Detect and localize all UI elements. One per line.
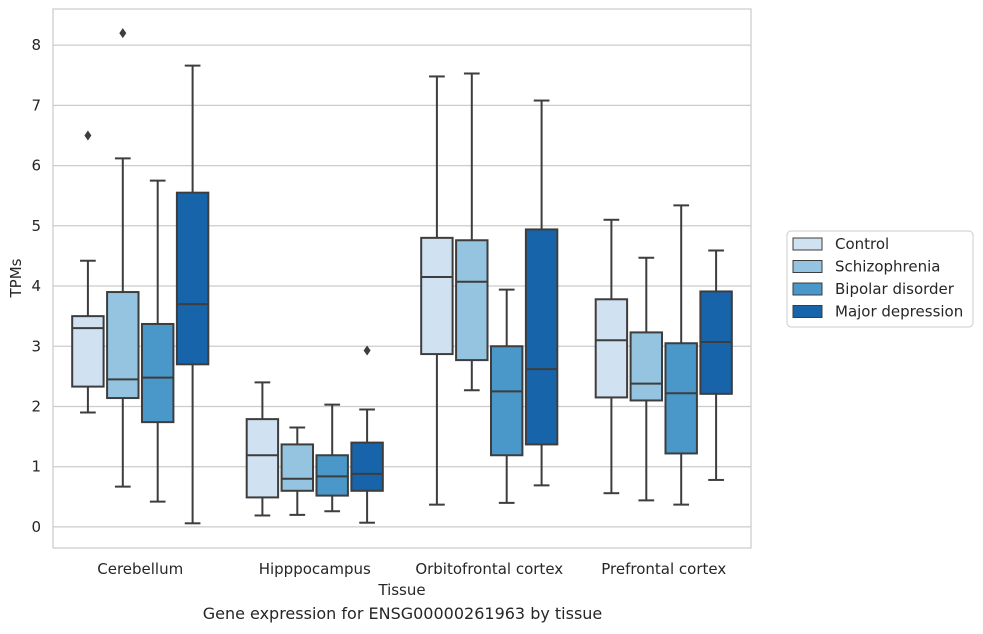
box-plot	[280, 426, 315, 516]
box-iqr	[280, 443, 315, 492]
box-plot	[699, 249, 733, 481]
x-tick-label: Prefrontal cortex	[601, 560, 726, 578]
legend-label: Control	[835, 235, 889, 253]
box-plot	[71, 130, 105, 414]
y-tick-label: 4	[31, 277, 41, 295]
legend-swatch	[792, 305, 823, 318]
x-tick-label: Cerebellum	[97, 560, 183, 578]
box-iqr	[106, 291, 140, 400]
box-plot	[594, 218, 629, 495]
y-tick-labels: 0 1 2 3 4 5 6 7 8	[31, 36, 41, 536]
y-tick-label: 1	[31, 458, 41, 476]
legend-frame	[786, 230, 974, 328]
x-tick-labels: Cerebellum Hipppocampus Orbitofrontal cort…	[97, 560, 726, 578]
y-tick-label: 3	[31, 337, 41, 355]
outlier-point	[84, 130, 92, 141]
box-iqr	[350, 441, 384, 492]
legend-label: Bipolar disorder	[835, 280, 955, 298]
box-plot	[315, 403, 349, 513]
outlier-point	[119, 28, 127, 39]
legend-item: Bipolar disorder	[792, 280, 955, 298]
box-plot	[175, 64, 210, 525]
box-iqr	[524, 228, 559, 446]
box-iqr	[629, 331, 664, 402]
plot-area-background	[53, 9, 751, 548]
plot-frame	[52, 8, 752, 549]
box-iqr	[594, 298, 629, 399]
box-plot	[106, 28, 140, 488]
category-group	[71, 28, 210, 525]
legend: Control Schizophrenia Bipolar disorder Majo…	[786, 230, 974, 328]
box-iqr	[140, 322, 175, 424]
box-iqr	[489, 345, 524, 457]
legend-item: Control	[792, 235, 889, 253]
box-plot	[140, 179, 175, 503]
chart-caption: Gene expression for ENSG00000261963 by t…	[202, 604, 603, 623]
category-group	[420, 72, 559, 506]
box-plot	[455, 72, 489, 392]
legend-label: Schizophrenia	[835, 258, 940, 276]
box-iqr	[245, 418, 280, 499]
y-tick-label: 8	[31, 36, 41, 54]
y-tick-label: 2	[31, 397, 41, 415]
box-plot	[420, 75, 454, 506]
outlier-point	[363, 345, 371, 356]
x-tick-label: Hipppocampus	[259, 560, 371, 578]
category-group	[245, 345, 384, 524]
y-tick-label: 0	[31, 518, 41, 536]
y-tick-label: 5	[31, 217, 41, 235]
box-plot	[524, 99, 559, 487]
legend-swatch	[792, 237, 823, 251]
x-tick-label: Orbitofrontal cortex	[415, 560, 563, 578]
box-iqr	[664, 342, 698, 455]
box-iqr	[420, 236, 454, 356]
legend-swatch	[792, 282, 823, 296]
box-plot	[350, 345, 384, 524]
box-plot	[489, 288, 524, 504]
legend-item: Major depression	[792, 303, 963, 321]
box-plot	[629, 256, 664, 502]
legend-item: Schizophrenia	[792, 258, 940, 276]
legend-label: Major depression	[835, 303, 963, 321]
category-group	[594, 204, 733, 506]
box-plot	[245, 381, 280, 517]
box-iqr	[455, 239, 489, 362]
box-iqr	[175, 191, 210, 366]
box-groups	[71, 28, 733, 525]
x-axis-label: Tissue	[377, 581, 425, 599]
y-tick-label: 6	[31, 157, 41, 175]
box-iqr	[71, 315, 105, 388]
y-axis-label: TPMs	[7, 258, 25, 298]
legend-swatch	[792, 260, 823, 273]
box-plot	[664, 204, 698, 506]
y-tick-label: 7	[31, 96, 41, 114]
